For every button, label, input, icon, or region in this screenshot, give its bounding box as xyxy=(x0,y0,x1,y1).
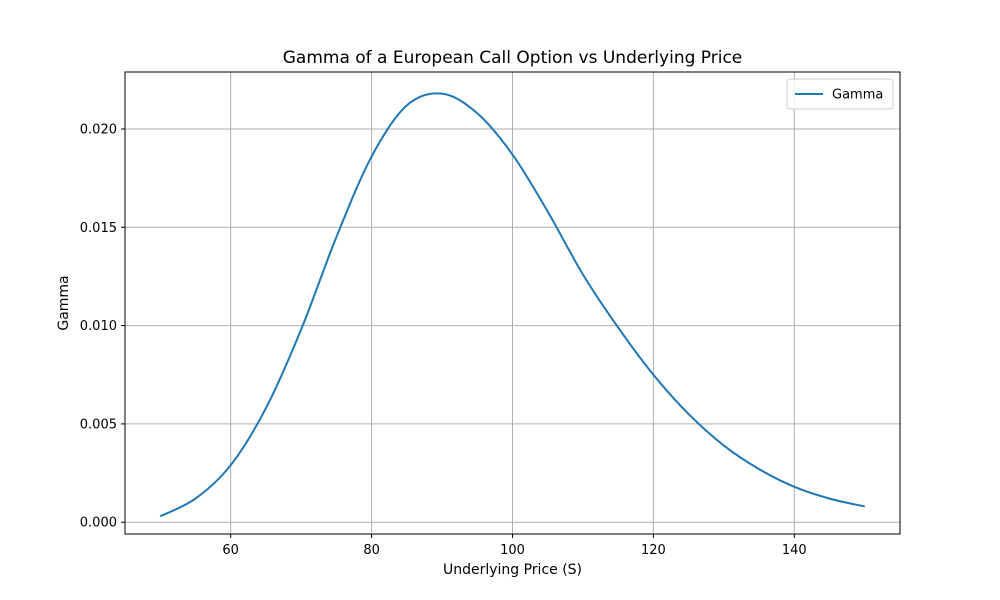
x-tick-label: 60 xyxy=(222,543,239,558)
x-axis-title: Underlying Price (S) xyxy=(443,562,582,578)
legend-box xyxy=(786,78,894,110)
y-tick-label: 0.000 xyxy=(80,516,117,531)
y-tick-label: 0.010 xyxy=(80,319,117,334)
x-tick-label: 80 xyxy=(363,543,380,558)
x-tick-label: 140 xyxy=(782,543,807,558)
y-tick-label: 0.020 xyxy=(80,123,117,138)
y-tick-label: 0.015 xyxy=(80,221,117,236)
axis-ticks: 60 80 100 120 140 0.000 0.005 0.010 0.015 0.020 xyxy=(80,123,807,558)
x-tick-label: 120 xyxy=(641,543,666,558)
legend-label: Gamma xyxy=(832,88,883,103)
grid-lines xyxy=(125,72,900,534)
x-tick-label: 100 xyxy=(500,543,525,558)
chart-title: Gamma of a European Call Option vs Under… xyxy=(283,48,743,68)
legend: Gamma xyxy=(786,78,894,110)
series-line-gamma xyxy=(159,92,865,518)
y-tick-label: 0.005 xyxy=(80,417,117,432)
y-axis-title: Gamma xyxy=(56,275,72,330)
series-lines xyxy=(159,92,865,518)
